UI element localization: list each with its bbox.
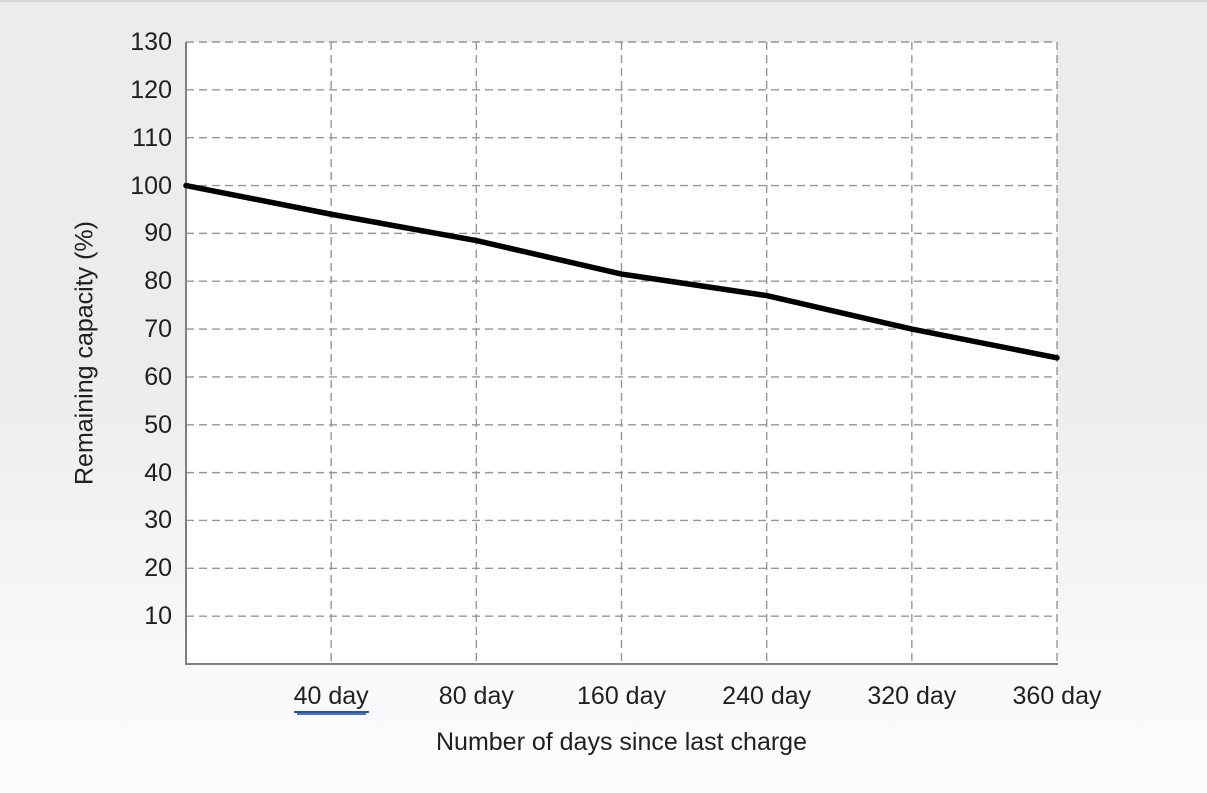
underlined-category-label: 40 day bbox=[293, 682, 369, 713]
y-axis-tick-labels: 10 20 30 40 50 60 70 80 90 100 110 120 130 bbox=[90, 2, 172, 793]
x-category-label: 320 day bbox=[867, 682, 957, 710]
x-axis-title: Number of days since last charge bbox=[435, 728, 807, 756]
x-category-label: 360 day bbox=[1012, 682, 1102, 710]
plot-background bbox=[186, 42, 1057, 664]
y-tick-label: 50 bbox=[144, 410, 172, 439]
x-category-label: 160 day bbox=[577, 682, 666, 710]
y-tick-label: 100 bbox=[130, 171, 172, 200]
y-tick-label: 30 bbox=[144, 506, 172, 535]
x-category-label: 40 day bbox=[256, 681, 406, 713]
y-tick-label: 70 bbox=[144, 315, 172, 344]
y-tick-label: 60 bbox=[144, 362, 172, 391]
y-axis-title: Remaining capacity (%) bbox=[70, 221, 99, 485]
y-tick-label: 120 bbox=[130, 75, 172, 104]
x-category-label: 80 day bbox=[438, 682, 514, 710]
y-tick-label: 90 bbox=[144, 219, 172, 248]
series-line bbox=[183, 182, 1060, 361]
y-tick-label: 80 bbox=[144, 267, 172, 296]
y-tick-label: 20 bbox=[144, 554, 172, 583]
x-category-label: 240 day bbox=[722, 682, 812, 710]
y-tick-label: 110 bbox=[132, 123, 172, 152]
y-tick-label: 40 bbox=[144, 458, 172, 487]
y-tick-label: 130 bbox=[130, 28, 172, 56]
y-tick-label: 10 bbox=[144, 602, 172, 631]
